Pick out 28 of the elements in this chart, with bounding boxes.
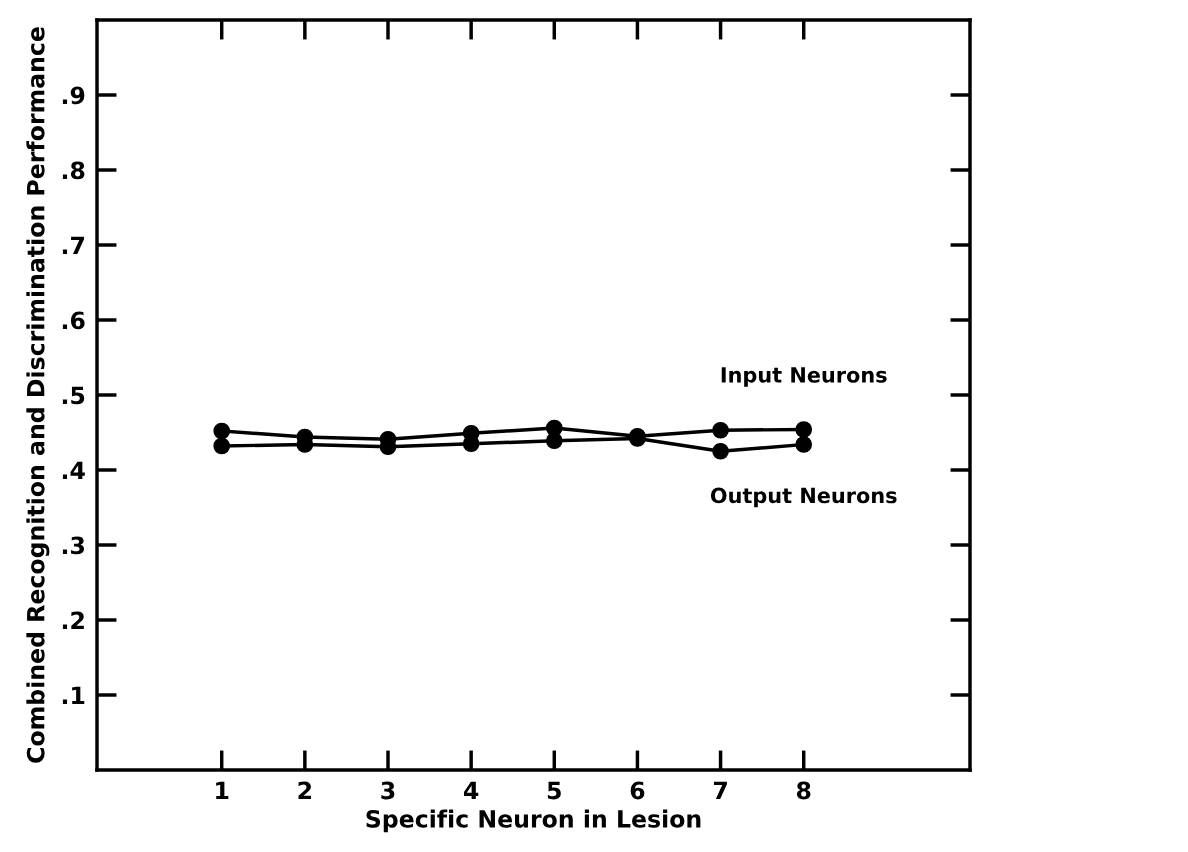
x-axis-title: Specific Neuron in Lesion [366, 809, 701, 833]
y-tick-label: .5 [62, 386, 85, 405]
point [545, 432, 563, 450]
x-tick-label: 7 [713, 781, 727, 800]
point [712, 421, 729, 439]
x-tick-label: 5 [547, 781, 561, 800]
x-tick-label: 8 [796, 781, 811, 800]
series-label: Input Neurons [721, 367, 887, 387]
point [712, 442, 729, 460]
y-tick-label: .2 [62, 611, 84, 629]
y-tick-label: .8 [62, 161, 85, 180]
x-tick-label: 6 [630, 781, 645, 800]
y-tick-label: .7 [62, 236, 85, 254]
x-tick-label: 2 [298, 781, 312, 800]
y-axis-title: Combined Recognition and Discrimination Performance [26, 27, 50, 763]
point [795, 436, 813, 453]
y-tick-label: .1 [62, 686, 85, 704]
series-label: Output Neurons [710, 487, 897, 508]
x-tick-label: 4 [463, 781, 479, 800]
point [213, 422, 231, 440]
point [795, 421, 813, 438]
x-tick-label: 3 [381, 781, 395, 800]
point [213, 437, 231, 455]
x-tick-label: 1 [216, 781, 229, 800]
y-tick-label: .9 [62, 86, 85, 105]
y-tick-label: .3 [62, 536, 85, 555]
y-tick-label: .6 [62, 311, 85, 330]
y-tick-label: .4 [62, 461, 85, 479]
